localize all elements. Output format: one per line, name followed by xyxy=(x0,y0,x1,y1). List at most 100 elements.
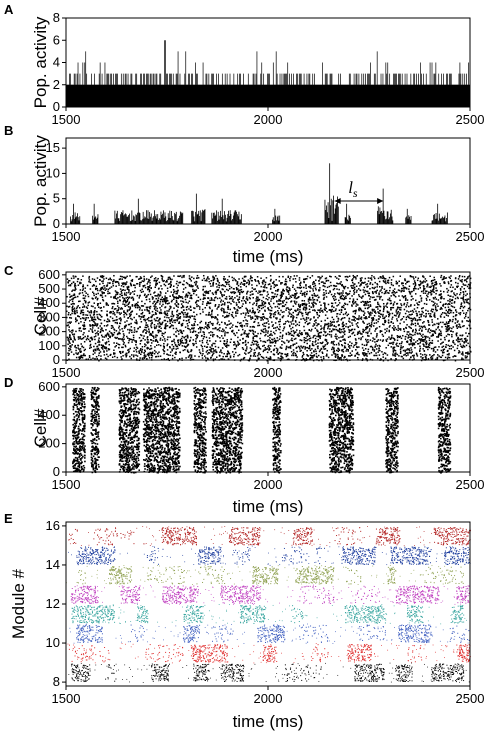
spike-dot xyxy=(147,281,149,283)
spike-dot xyxy=(166,343,169,345)
spike-dot xyxy=(257,357,260,359)
spike-dot xyxy=(218,282,221,284)
spike-dot xyxy=(90,310,92,312)
spike-dot xyxy=(167,278,169,281)
spike-dot xyxy=(347,355,350,357)
spike-dot xyxy=(184,346,187,348)
spike-dot xyxy=(269,316,271,318)
spike-dot xyxy=(244,316,246,319)
spike-dot xyxy=(262,283,264,285)
spike-dot xyxy=(67,337,70,340)
spike-dot xyxy=(370,332,372,335)
spike-dot xyxy=(292,317,294,319)
spike-dot xyxy=(314,282,316,285)
spike-dot xyxy=(309,311,311,313)
spike-dot xyxy=(374,345,377,347)
spike-dot xyxy=(404,299,407,301)
spike-dot xyxy=(94,318,96,321)
spike-dot xyxy=(187,335,189,338)
spike-dot xyxy=(395,315,397,317)
spike-dot xyxy=(335,354,337,356)
y-tick-label: 4 xyxy=(53,55,60,70)
spike-dot xyxy=(156,310,159,312)
spike-dot xyxy=(69,330,71,333)
spike-dot xyxy=(119,299,121,302)
spike-dot xyxy=(418,319,421,321)
spike-dot xyxy=(277,312,280,315)
spike-dot xyxy=(117,282,120,284)
spike-dot xyxy=(275,279,277,281)
spike-dot xyxy=(119,293,121,296)
spike-dot xyxy=(145,326,148,329)
spike-dot xyxy=(155,297,157,300)
spike-dot xyxy=(185,301,187,304)
spike-dot xyxy=(171,317,173,320)
spike-dot xyxy=(459,313,461,316)
spike-dot xyxy=(367,292,369,294)
spike-dot xyxy=(389,312,391,315)
spike-dot xyxy=(144,284,146,287)
spike-dot xyxy=(163,342,165,345)
spike-dot xyxy=(294,295,296,298)
spike-dot xyxy=(228,275,231,278)
spike-dot xyxy=(173,338,175,341)
spike-dot xyxy=(238,353,241,356)
spike-dot xyxy=(226,353,229,356)
spike-dot xyxy=(181,276,183,279)
spike-dot xyxy=(341,331,343,333)
spike-dot xyxy=(325,355,328,357)
spike-dot xyxy=(292,349,295,351)
spike-dot xyxy=(398,289,401,292)
spike-dot xyxy=(73,285,76,287)
spike-dot xyxy=(432,287,435,289)
spike-dot xyxy=(155,313,157,315)
spike-dot xyxy=(93,294,95,297)
spike-dot xyxy=(224,302,226,304)
spike-dot xyxy=(188,321,191,324)
spike-dot xyxy=(411,309,414,312)
spike-dot xyxy=(157,320,159,322)
spike-dot xyxy=(253,320,256,323)
spike-dot xyxy=(467,309,469,312)
spike-dot xyxy=(324,323,326,325)
spike-dot xyxy=(127,297,130,300)
spike-dot xyxy=(434,302,436,305)
spike-dot xyxy=(358,337,360,340)
spike-dot xyxy=(371,292,374,294)
spike-dot xyxy=(299,333,302,335)
spike-dot xyxy=(121,351,124,354)
spike-dot xyxy=(298,324,300,327)
spike-dot xyxy=(401,287,403,290)
spike-dot xyxy=(148,310,150,313)
spike-dot xyxy=(105,302,108,305)
spike-dot xyxy=(280,283,282,285)
spike-dot xyxy=(391,316,394,319)
spike-dot xyxy=(205,359,207,362)
spike-dot xyxy=(409,326,411,329)
spike-dot xyxy=(404,278,406,280)
spike-dot xyxy=(255,296,258,298)
spike-dot xyxy=(155,327,157,329)
spike-dot xyxy=(138,309,141,311)
spike-dot xyxy=(296,275,298,277)
spike-dot xyxy=(306,335,308,338)
spike-dot xyxy=(111,356,114,358)
spike-dot xyxy=(401,282,403,285)
spike-dot xyxy=(331,316,334,319)
spike-dot xyxy=(420,335,423,337)
spike-dot xyxy=(217,328,220,330)
spike-dot xyxy=(433,291,435,294)
spike-dot xyxy=(443,323,446,326)
spike-dot xyxy=(101,286,104,289)
spike-dot xyxy=(381,333,384,336)
spike-dot xyxy=(84,301,87,304)
spike-dot xyxy=(427,310,429,312)
spike-dot xyxy=(267,307,269,309)
spike-dot xyxy=(335,285,338,287)
spike-dot xyxy=(423,345,425,348)
spike-dot xyxy=(117,291,119,294)
spike-dot xyxy=(338,293,341,296)
spike-dot xyxy=(87,302,90,304)
spike-dot xyxy=(229,356,232,359)
spike-dot xyxy=(355,285,358,288)
